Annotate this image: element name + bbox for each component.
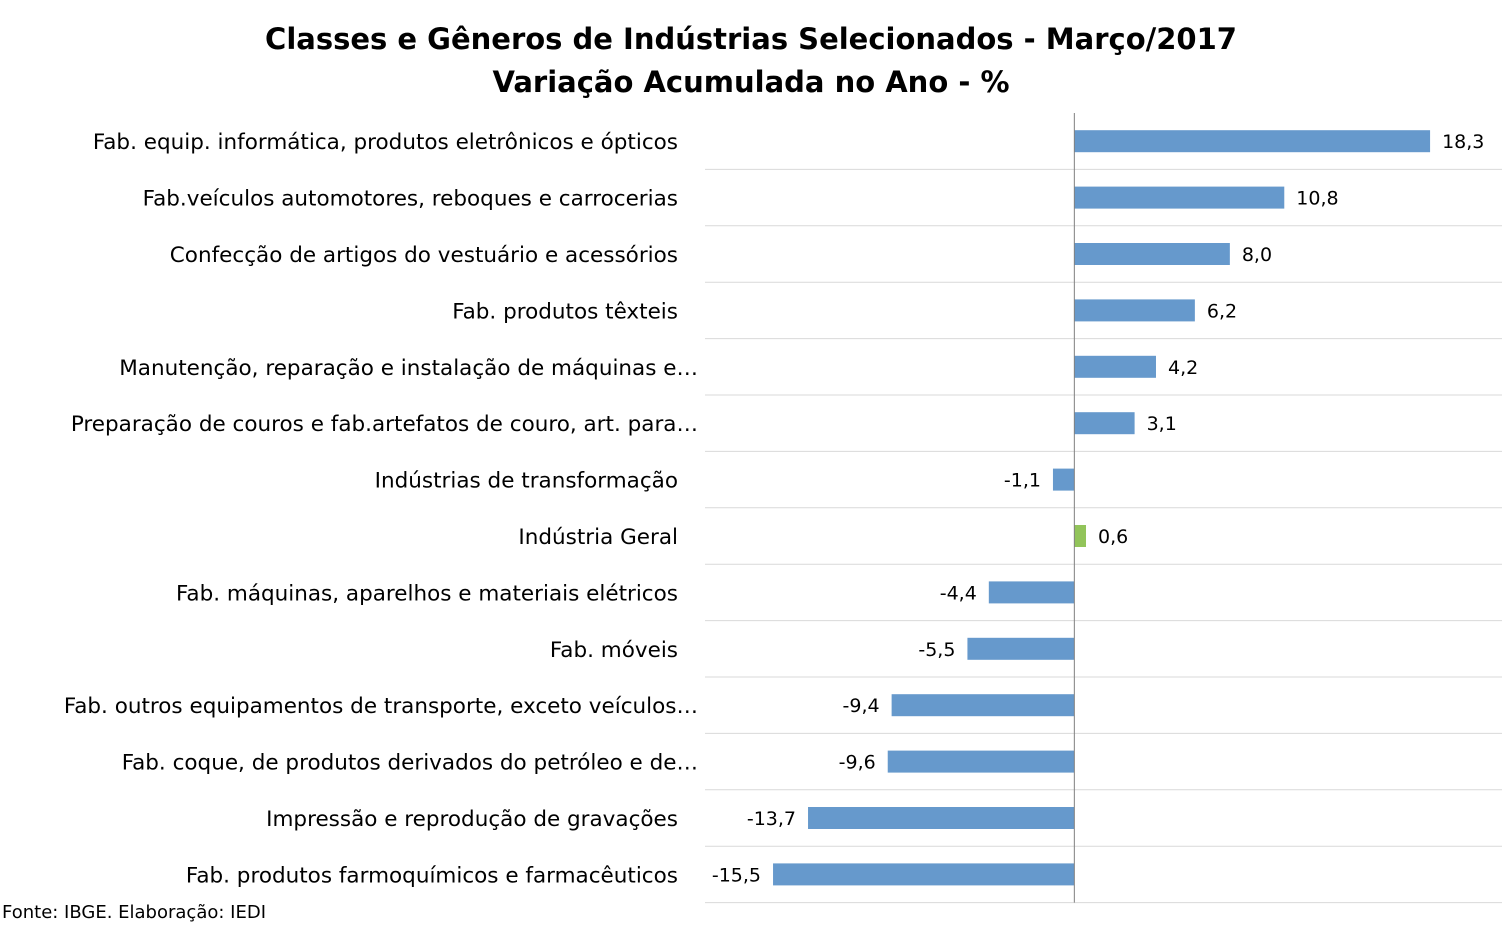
- bar: [967, 637, 1075, 660]
- data-label: 4,2: [1168, 357, 1198, 379]
- category-label: Manutenção, reparação e instalação de má…: [119, 356, 698, 381]
- category-label: Confecção de artigos do vestuário e aces…: [170, 243, 678, 268]
- bar: [891, 694, 1075, 717]
- data-label: -15,5: [712, 864, 761, 886]
- data-label: 8,0: [1242, 244, 1272, 266]
- bar: [1052, 468, 1075, 491]
- category-label: Fab. móveis: [550, 638, 678, 663]
- data-label: 18,3: [1442, 131, 1484, 153]
- data-label: -5,5: [918, 639, 955, 661]
- data-label: -9,4: [843, 695, 880, 717]
- chart-title: Classes e Gêneros de Indústrias Selecion…: [265, 22, 1237, 56]
- data-label: 0,6: [1098, 526, 1128, 548]
- category-label: Fab. outros equipamentos de transporte, …: [64, 694, 698, 719]
- data-label: -4,4: [940, 582, 977, 604]
- chart-subtitle: Variação Acumulada no Ano - %: [492, 65, 1010, 99]
- data-label: -9,6: [839, 752, 876, 774]
- category-label: Fab.veículos automotores, reboques e car…: [143, 187, 678, 212]
- category-label: Fab. máquinas, aparelhos e materiais elé…: [176, 581, 678, 606]
- bar: [1074, 355, 1156, 378]
- category-label: Preparação de couros e fab.artefatos de …: [71, 412, 698, 437]
- bar: [1074, 412, 1135, 435]
- bar: [1074, 299, 1195, 322]
- bar: [773, 863, 1075, 886]
- bar: [1074, 130, 1431, 153]
- category-label: Fab. produtos farmoquímicos e farmacêuti…: [186, 863, 678, 888]
- chart-title-block: Classes e Gêneros de Indústrias Selecion…: [0, 18, 1502, 104]
- category-label: Fab. coque, de produtos derivados do pet…: [122, 751, 698, 776]
- category-label: Fab. produtos têxteis: [452, 299, 678, 324]
- source-note: Fonte: IBGE. Elaboração: IEDI: [2, 902, 267, 923]
- category-label: Indústria Geral: [518, 525, 678, 550]
- bar: [988, 581, 1075, 604]
- category-label: Impressão e reprodução de gravações: [266, 807, 678, 832]
- bar: [1074, 243, 1230, 265]
- bar: [1074, 525, 1087, 547]
- data-label: -1,1: [1004, 470, 1041, 492]
- data-label: -13,7: [747, 808, 796, 830]
- bar: [1074, 186, 1285, 209]
- data-label: 10,8: [1296, 188, 1338, 210]
- data-label: 3,1: [1147, 413, 1177, 435]
- category-label: Fab. equip. informática, produtos eletrô…: [93, 130, 678, 155]
- bar: [808, 807, 1075, 829]
- category-label: Indústrias de transformação: [375, 469, 678, 494]
- data-label: 6,2: [1207, 300, 1237, 322]
- bar: [887, 750, 1075, 773]
